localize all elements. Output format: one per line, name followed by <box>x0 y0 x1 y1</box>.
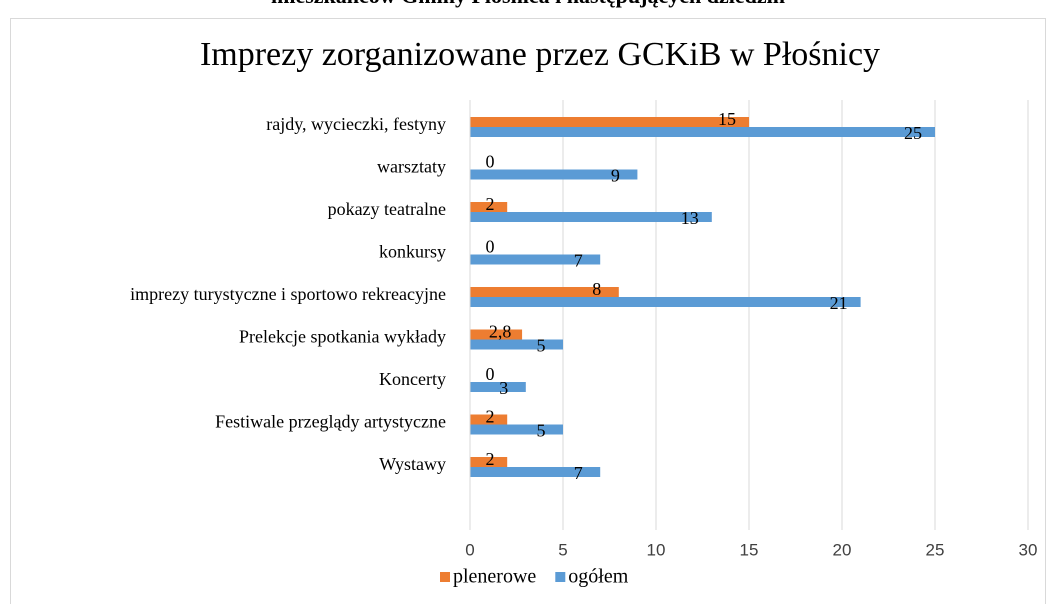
legend-label: plenerowe <box>453 566 536 588</box>
legend-swatch <box>555 572 566 582</box>
data-label: 0 <box>486 152 495 172</box>
bar <box>470 127 935 137</box>
data-label: 0 <box>486 237 495 257</box>
bar <box>470 457 508 467</box>
y-tick-label: Koncerty <box>379 369 446 389</box>
data-label: 21 <box>830 293 848 313</box>
data-label: 15 <box>718 109 736 129</box>
bar <box>470 117 749 127</box>
y-tick-label: Prelekcje spotkania wykłady <box>239 327 446 347</box>
data-label: 5 <box>537 421 546 441</box>
data-label: 7 <box>574 251 583 271</box>
data-label: 2 <box>486 407 495 427</box>
data-label: 7 <box>574 463 583 483</box>
bar <box>470 254 601 265</box>
data-label: 3 <box>499 378 508 398</box>
chart-title: Imprezy zorganizowane przez GCKiB w Płoś… <box>200 36 880 73</box>
bar <box>470 297 861 307</box>
bar <box>470 339 563 350</box>
data-label: 0 <box>486 364 495 384</box>
y-tick-label: warsztaty <box>377 157 446 177</box>
x-tick-label: 20 <box>833 540 852 559</box>
x-tick-label: 0 <box>465 540 474 559</box>
y-tick-label: rajdy, wycieczki, festyny <box>266 114 446 134</box>
legend-label: ogółem <box>568 566 628 588</box>
bar <box>470 212 712 222</box>
x-tick-label: 10 <box>647 540 666 559</box>
x-tick-label: 5 <box>558 540 567 559</box>
bar <box>470 382 526 392</box>
data-label: 2 <box>486 194 495 214</box>
y-tick-label: imprezy turystyczne i sportowo rekreacyj… <box>130 284 446 304</box>
bar <box>470 202 508 212</box>
y-tick-label: Wystawy <box>379 454 446 474</box>
bar <box>470 329 523 340</box>
chart-frame <box>10 18 1046 604</box>
bar <box>470 467 601 477</box>
data-label: 5 <box>537 336 546 356</box>
x-tick-label: 25 <box>926 540 945 559</box>
data-label: 8 <box>592 279 601 299</box>
y-tick-label: konkursy <box>379 242 446 262</box>
bar <box>470 169 638 180</box>
data-label: 25 <box>904 123 922 143</box>
y-tick-label: pokazy teatralne <box>328 199 446 219</box>
legend-swatch <box>440 572 450 582</box>
page-heading: mieszkańców Gminy Płośnica i następujący… <box>271 0 785 8</box>
data-label: 9 <box>611 166 620 186</box>
bar <box>470 424 563 435</box>
x-tick-label: 30 <box>1019 540 1038 559</box>
bar <box>470 287 619 297</box>
bar <box>470 414 508 425</box>
data-label: 13 <box>681 208 699 228</box>
data-label: 2 <box>486 449 495 469</box>
data-label: 2,8 <box>489 322 512 342</box>
x-tick-label: 15 <box>740 540 759 559</box>
y-tick-label: Festiwale przeglądy artystyczne <box>215 412 446 432</box>
